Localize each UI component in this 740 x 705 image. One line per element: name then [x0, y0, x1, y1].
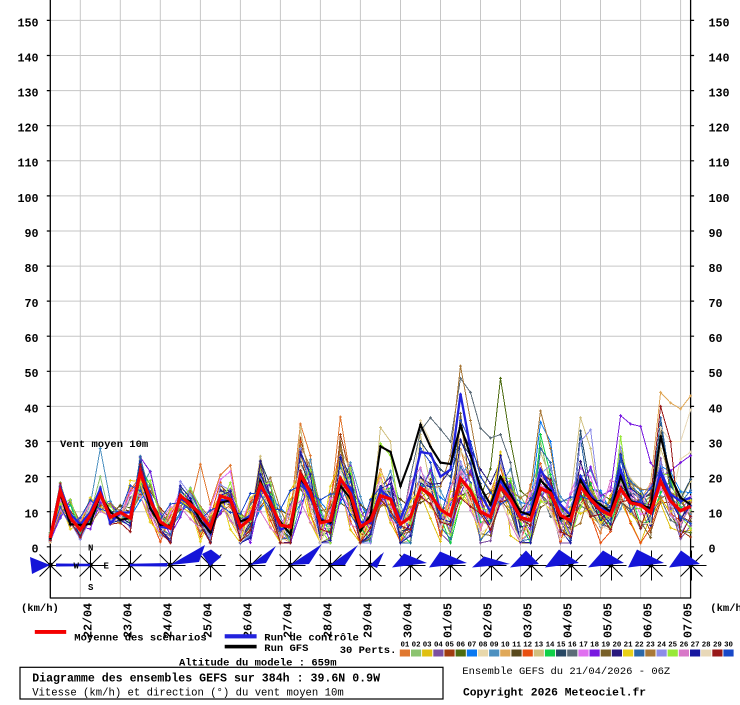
svg-text:30: 30 [24, 437, 38, 451]
svg-text:27: 27 [691, 642, 700, 650]
svg-text:20: 20 [709, 473, 723, 487]
svg-text:29/04: 29/04 [361, 603, 375, 638]
svg-text:26/04: 26/04 [241, 603, 255, 638]
svg-text:17: 17 [579, 642, 588, 650]
svg-text:150: 150 [17, 16, 38, 30]
svg-text:06: 06 [456, 642, 465, 650]
svg-text:90: 90 [709, 227, 723, 241]
svg-text:(km/h): (km/h) [710, 603, 740, 615]
svg-text:Ensemble GEFS du 21/04/2026 -: Ensemble GEFS du 21/04/2026 - 06Z [462, 666, 670, 678]
svg-text:140: 140 [17, 51, 38, 65]
svg-text:W: W [74, 562, 80, 572]
svg-text:20: 20 [612, 642, 621, 650]
svg-text:S: S [88, 583, 94, 593]
svg-text:22/04: 22/04 [81, 603, 95, 638]
svg-text:110: 110 [709, 157, 730, 171]
svg-text:140: 140 [709, 51, 730, 65]
svg-text:60: 60 [709, 332, 723, 346]
svg-text:30 Perts.: 30 Perts. [340, 645, 397, 657]
svg-text:09: 09 [490, 642, 499, 650]
svg-text:Copyright 2026 Meteociel.fr: Copyright 2026 Meteociel.fr [463, 687, 646, 699]
svg-text:Vent moyen 10m: Vent moyen 10m [60, 439, 148, 451]
svg-text:30: 30 [709, 437, 723, 451]
svg-text:06/05: 06/05 [642, 603, 656, 638]
svg-text:15: 15 [557, 642, 566, 650]
svg-text:(km/h): (km/h) [21, 603, 59, 615]
svg-text:120: 120 [17, 122, 38, 136]
svg-text:28/04: 28/04 [321, 603, 335, 638]
svg-text:02: 02 [412, 642, 421, 650]
svg-text:26: 26 [679, 642, 688, 650]
svg-text:05/05: 05/05 [602, 603, 616, 638]
svg-text:30: 30 [724, 642, 733, 650]
svg-text:23/04: 23/04 [121, 603, 135, 638]
svg-text:07: 07 [467, 642, 476, 650]
svg-text:10: 10 [709, 508, 723, 522]
svg-text:24/04: 24/04 [161, 603, 175, 638]
svg-text:60: 60 [24, 332, 38, 346]
svg-text:16: 16 [568, 642, 577, 650]
svg-text:100: 100 [709, 192, 730, 206]
svg-text:18: 18 [590, 642, 599, 650]
svg-text:Run GFS: Run GFS [264, 643, 308, 655]
svg-text:30/04: 30/04 [402, 603, 416, 638]
svg-text:130: 130 [709, 87, 730, 101]
svg-text:08: 08 [479, 642, 488, 650]
svg-text:04/05: 04/05 [562, 603, 576, 638]
svg-text:25/04: 25/04 [201, 603, 215, 638]
svg-text:29: 29 [713, 642, 722, 650]
svg-text:50: 50 [709, 367, 723, 381]
svg-text:12: 12 [523, 642, 532, 650]
svg-text:40: 40 [709, 402, 723, 416]
svg-text:11: 11 [512, 642, 521, 650]
svg-text:21: 21 [624, 642, 633, 650]
svg-text:27/04: 27/04 [281, 603, 295, 638]
svg-text:Altitude du modele : 659m: Altitude du modele : 659m [179, 657, 337, 669]
svg-text:Vitesse (km/h) et direction (°: Vitesse (km/h) et direction (°) du vent … [32, 688, 344, 700]
svg-text:0: 0 [31, 543, 38, 557]
svg-text:10: 10 [24, 508, 38, 522]
svg-text:03: 03 [423, 642, 432, 650]
svg-text:25: 25 [668, 642, 677, 650]
svg-text:50: 50 [24, 367, 38, 381]
svg-text:03/05: 03/05 [522, 603, 536, 638]
svg-text:Diagramme des ensembles GEFS s: Diagramme des ensembles GEFS sur 384h : … [32, 673, 380, 686]
svg-text:28: 28 [702, 642, 711, 650]
svg-text:120: 120 [709, 122, 730, 136]
svg-text:04: 04 [434, 642, 443, 650]
svg-text:40: 40 [24, 402, 38, 416]
svg-text:05: 05 [445, 642, 454, 650]
svg-text:13: 13 [534, 642, 543, 650]
svg-text:0: 0 [709, 543, 716, 557]
svg-text:Moyenne des scénarios: Moyenne des scénarios [74, 633, 206, 645]
svg-text:70: 70 [709, 297, 723, 311]
svg-text:80: 80 [709, 262, 723, 276]
svg-text:N: N [88, 544, 93, 554]
svg-text:20: 20 [24, 473, 38, 487]
svg-text:90: 90 [24, 227, 38, 241]
svg-text:19: 19 [601, 642, 610, 650]
svg-text:100: 100 [17, 192, 38, 206]
svg-text:02/05: 02/05 [482, 603, 496, 638]
svg-text:14: 14 [546, 642, 555, 650]
svg-text:150: 150 [709, 16, 730, 30]
svg-text:01/05: 01/05 [442, 603, 456, 638]
svg-text:22: 22 [635, 642, 644, 650]
svg-text:07/05: 07/05 [682, 603, 696, 638]
svg-text:70: 70 [24, 297, 38, 311]
svg-text:10: 10 [501, 642, 510, 650]
svg-text:Run de contrôle: Run de contrôle [264, 633, 359, 645]
svg-text:23: 23 [646, 642, 655, 650]
svg-text:110: 110 [17, 157, 38, 171]
svg-text:01: 01 [400, 642, 409, 650]
svg-text:80: 80 [24, 262, 38, 276]
svg-text:E: E [104, 562, 110, 572]
svg-text:130: 130 [17, 87, 38, 101]
svg-text:24: 24 [657, 642, 666, 650]
